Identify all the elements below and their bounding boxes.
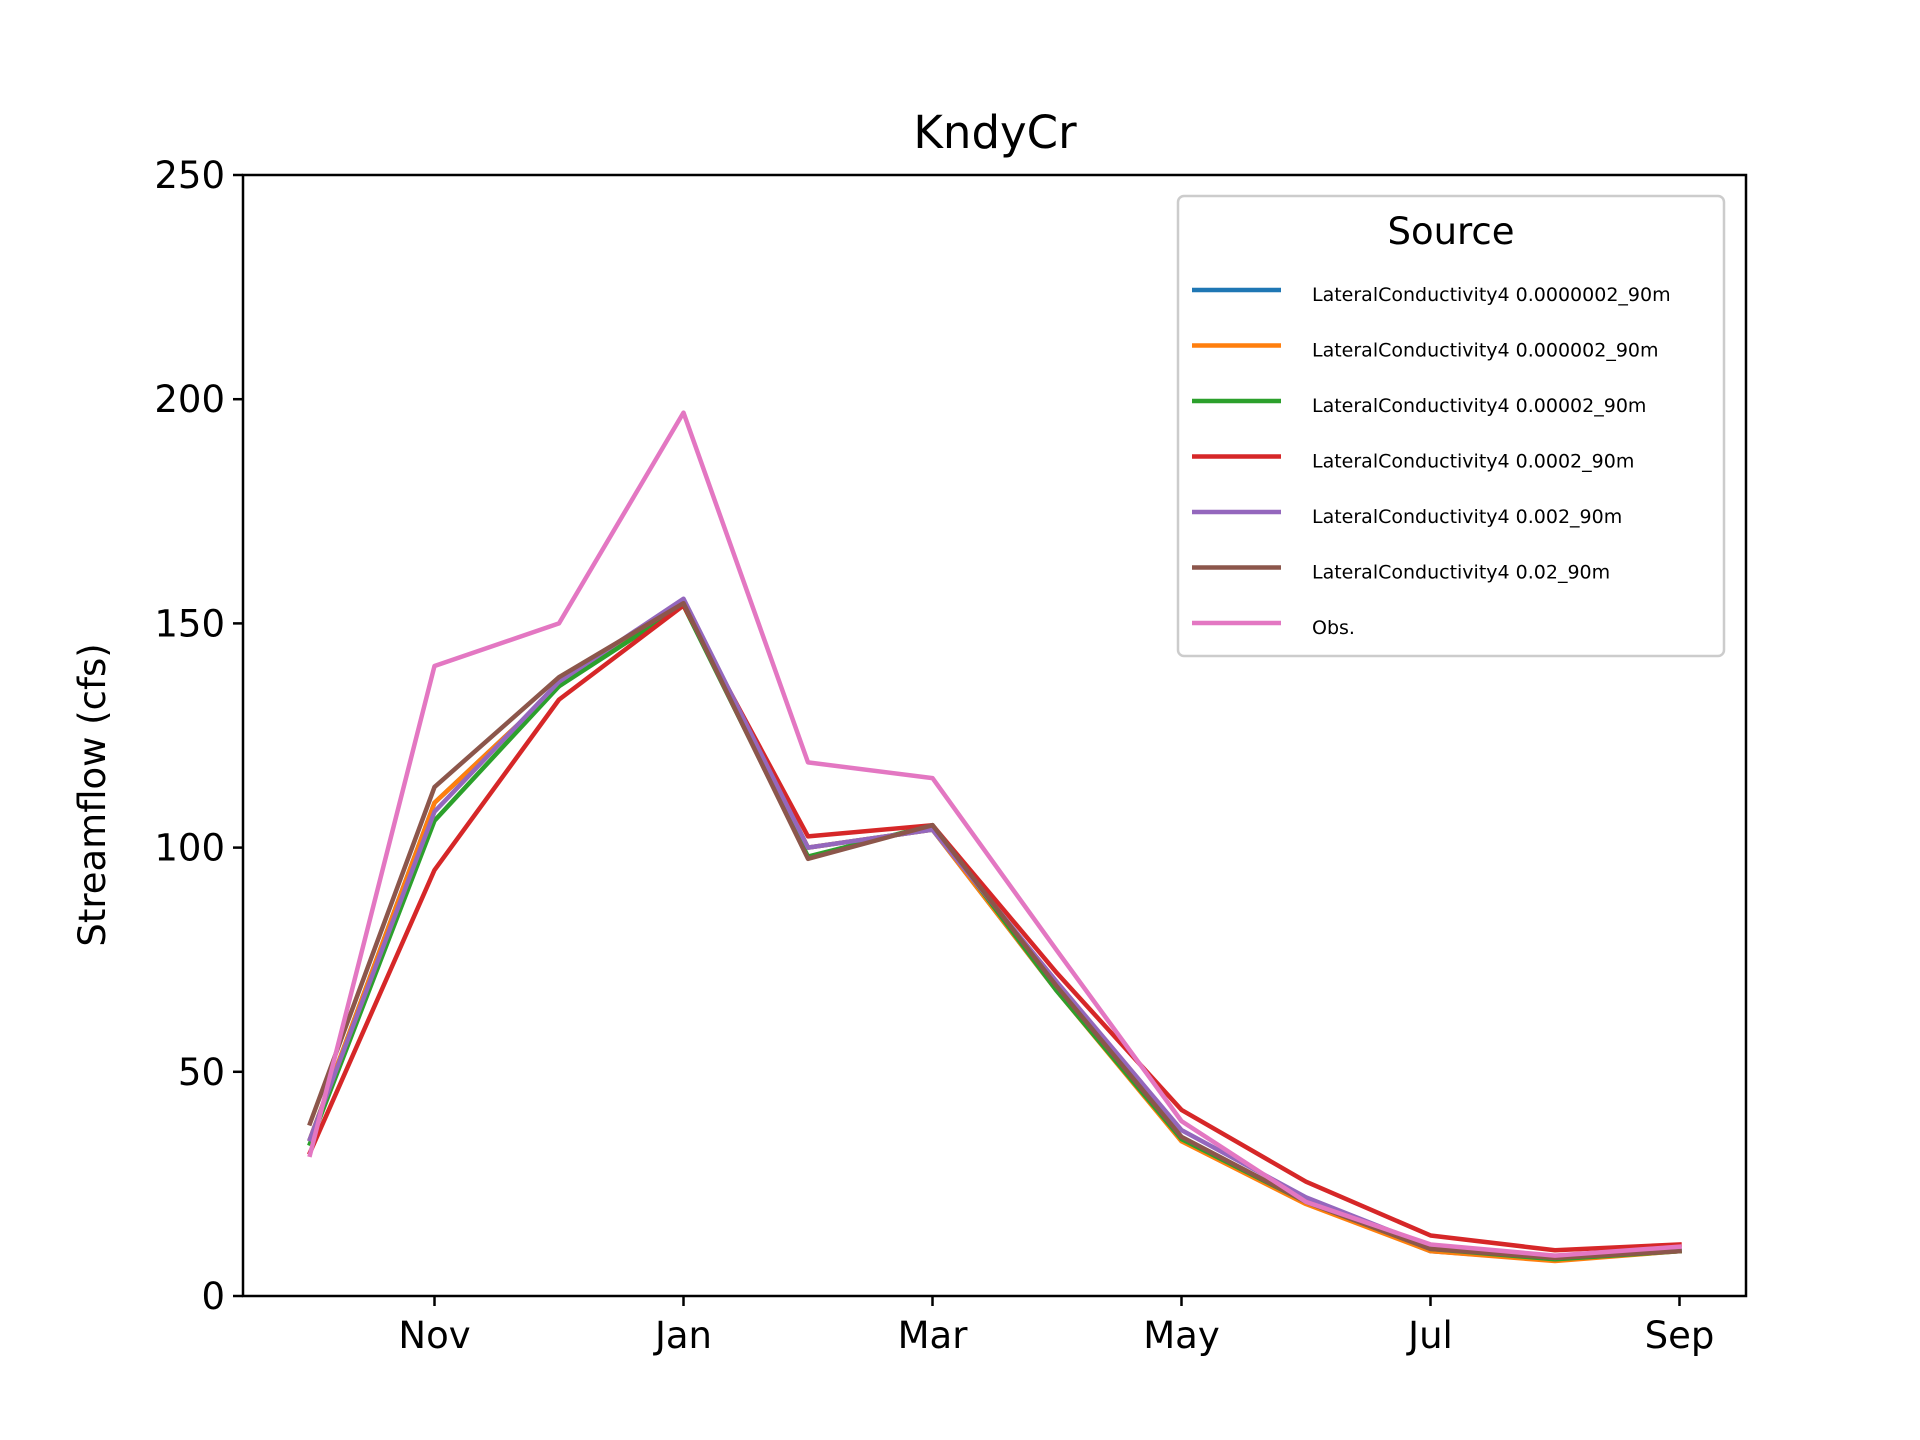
legend-label: LateralConductivity4 0.0000002_90m (1312, 284, 1671, 306)
x-tick-label: Jan (653, 1314, 712, 1357)
x-tick-label: Mar (898, 1314, 969, 1357)
legend-label: LateralConductivity4 0.00002_90m (1312, 395, 1646, 417)
y-tick-label: 0 (201, 1275, 225, 1318)
legend-title: Source (1387, 210, 1514, 253)
legend-entries: LateralConductivity4 0.0000002_90m Latera… (1192, 284, 1671, 639)
legend-label: LateralConductivity4 0.002_90m (1312, 506, 1622, 528)
chart-title: KndyCr (913, 106, 1077, 159)
y-tick-label: 200 (154, 378, 225, 421)
series-line (307, 603, 1682, 1253)
x-tick-label: Jul (1406, 1314, 1453, 1357)
y-tick-label: 150 (154, 602, 225, 645)
x-tick-label: May (1143, 1314, 1220, 1357)
legend-label: LateralConductivity4 0.0002_90m (1312, 451, 1634, 473)
legend-frame (1176, 194, 1726, 658)
legend: Source LateralConductivity4 0.0000002_90… (1176, 194, 1726, 658)
x-tick-label: Sep (1645, 1314, 1715, 1357)
plot-area: 0 50 100 150 200 250 Nov Jan Mar May Jul Sep (154, 154, 1714, 1357)
legend-label: LateralConductivity4 0.000002_90m (1312, 340, 1659, 362)
y-axis-label: Streamflow (cfs) (71, 643, 114, 946)
y-tick-label: 100 (154, 827, 225, 870)
y-tick-label: 250 (154, 154, 225, 197)
y-tick-label: 50 (178, 1051, 225, 1094)
series-line (307, 410, 1682, 1258)
series-line (307, 600, 1682, 1261)
legend-label: LateralConductivity4 0.02_90m (1312, 562, 1610, 584)
plot-frame (241, 173, 1748, 1298)
legend-label: Obs. (1312, 617, 1355, 639)
x-tick-label: Nov (398, 1314, 470, 1357)
